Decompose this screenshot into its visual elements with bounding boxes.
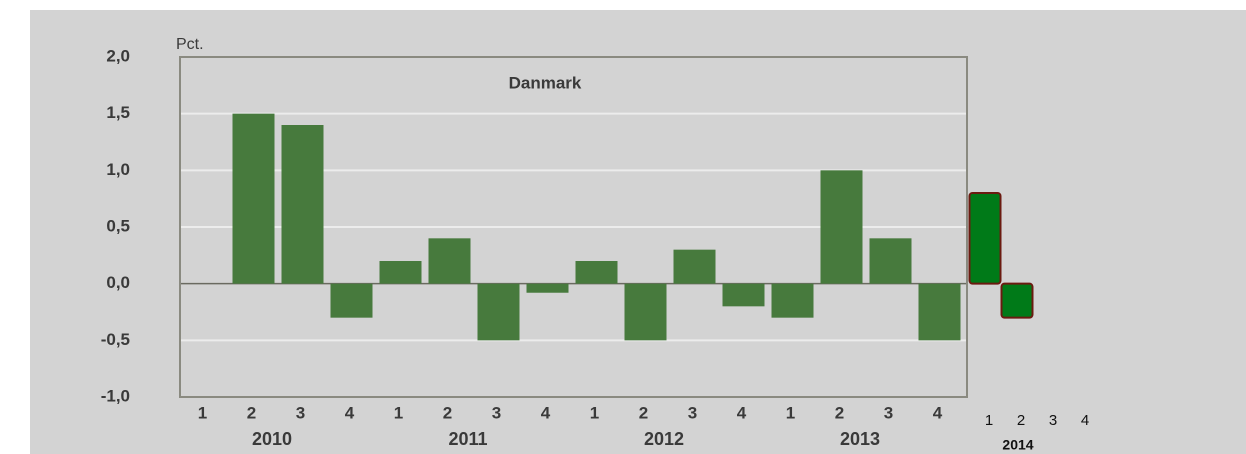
y-tick-label: 1,5 [106, 103, 130, 122]
bar [526, 283, 569, 293]
bar [869, 238, 912, 284]
bar [624, 283, 667, 341]
bar [771, 283, 814, 318]
y-tick-label: 1,0 [106, 160, 130, 179]
y-tick-label: 0,5 [106, 216, 130, 235]
bar [477, 283, 520, 341]
x-group-label: 2011 [448, 429, 487, 449]
x-tick-label: 2 [639, 403, 648, 422]
y-tick-label: -1,0 [101, 386, 130, 405]
x-tick-label: 1 [590, 403, 599, 422]
x-group-label: 2012 [644, 429, 684, 449]
y-tick-label: -0,5 [101, 330, 130, 349]
bar [575, 261, 618, 284]
bar [722, 283, 765, 307]
bar [820, 170, 863, 284]
x-tick-label: 2 [1017, 412, 1025, 429]
chart-title: Danmark [509, 73, 582, 92]
x-tick-label: 1 [786, 403, 795, 422]
x-tick-label: 3 [884, 403, 893, 422]
x-tick-label: 2 [247, 403, 256, 422]
bar [330, 283, 373, 318]
y-tick-label: 0,0 [106, 273, 130, 292]
x-tick-label: 4 [933, 403, 943, 422]
background [30, 10, 1246, 454]
bar [1000, 282, 1034, 319]
x-group-label: 2010 [252, 429, 292, 449]
y-tick-label: 2,0 [106, 46, 130, 65]
x-tick-label: 3 [688, 403, 697, 422]
y-axis-label: Pct. [176, 36, 204, 53]
x-tick-label: 4 [345, 403, 355, 422]
x-tick-label: 3 [296, 403, 305, 422]
x-tick-label: 1 [985, 412, 993, 429]
bar [232, 113, 275, 284]
bar [673, 249, 716, 284]
bar [281, 125, 324, 284]
x-tick-label: 4 [1081, 412, 1089, 429]
x-tick-label: 1 [394, 403, 403, 422]
plot-frame [179, 56, 968, 398]
bar [918, 283, 961, 341]
x-tick-label: 2 [835, 403, 844, 422]
x-tick-label: 2 [443, 403, 452, 422]
x-tick-label: 4 [737, 403, 747, 422]
x-tick-label: 3 [492, 403, 501, 422]
x-group-label: 2014 [1002, 437, 1033, 453]
bar [379, 261, 422, 284]
bar [428, 238, 471, 284]
x-tick-label: 4 [541, 403, 551, 422]
x-tick-label: 3 [1049, 412, 1057, 429]
bar [968, 192, 1002, 285]
x-group-label: 2013 [840, 429, 880, 449]
x-tick-label: 1 [198, 403, 207, 422]
